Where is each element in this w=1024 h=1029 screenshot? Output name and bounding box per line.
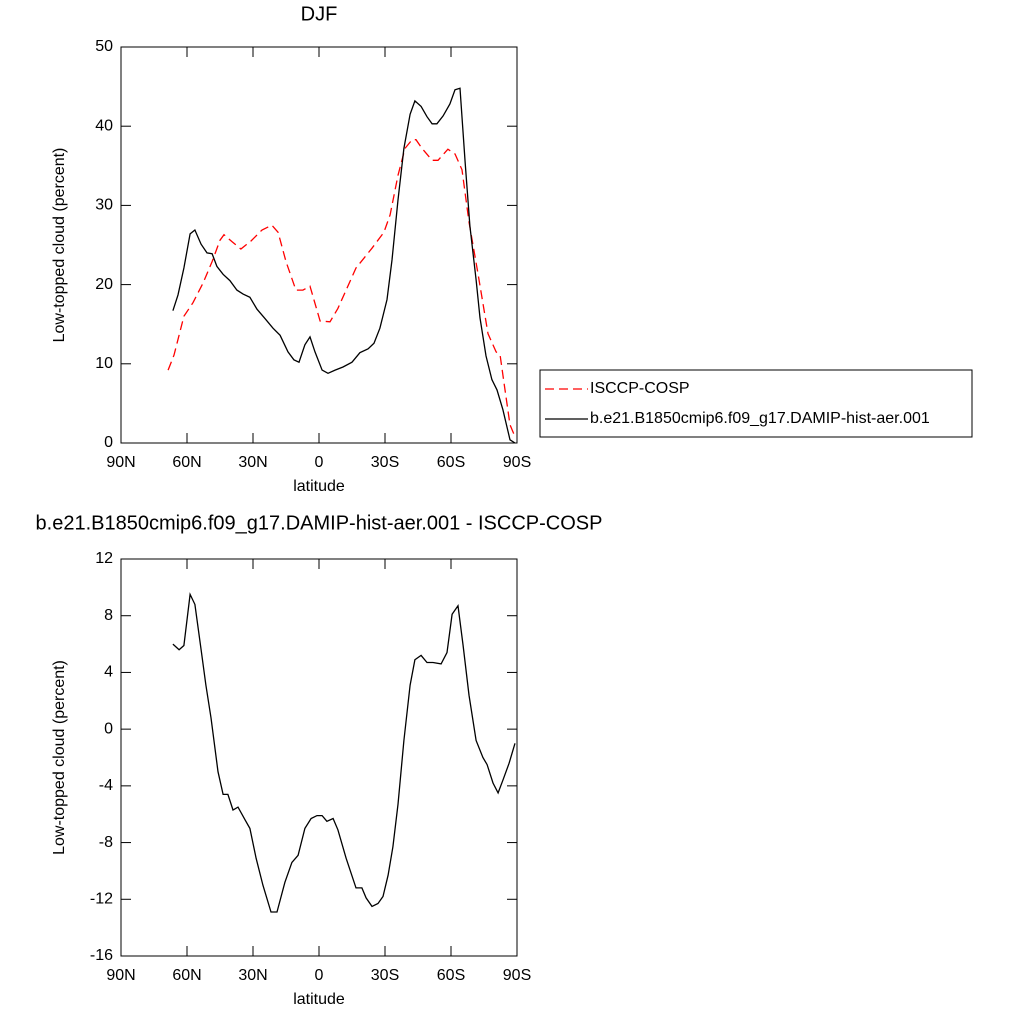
x-tick-label: 0: [315, 967, 324, 984]
x-tick-label: 90S: [503, 967, 531, 984]
x-tick-label: 60S: [437, 967, 465, 984]
data-line: [172, 87, 516, 444]
x-tick-label: 30S: [371, 454, 399, 471]
y-tick-label: 10: [95, 355, 113, 372]
y-tick-label: 8: [104, 607, 113, 624]
y-tick-label: -4: [99, 777, 113, 794]
x-tick-label: 60S: [437, 454, 465, 471]
x-tick-label: 90N: [106, 454, 135, 471]
y-tick-label: 0: [104, 720, 113, 737]
y-axis-label: Low-topped cloud (percent): [51, 660, 68, 855]
x-tick-label: 90S: [503, 454, 531, 471]
y-tick-label: -16: [90, 947, 113, 964]
y-tick-label: 40: [95, 117, 113, 134]
plot-frame: [120, 558, 518, 957]
y-tick-label: 20: [95, 276, 113, 293]
x-tick-label: 30S: [371, 967, 399, 984]
x-tick-label: 30N: [238, 454, 267, 471]
x-tick-label: 60N: [172, 454, 201, 471]
y-tick-label: -12: [90, 891, 113, 908]
y-tick-label: 4: [104, 664, 113, 681]
x-tick-label: 0: [315, 454, 324, 471]
y-tick-label: 12: [95, 550, 113, 567]
y-tick-label: 30: [95, 197, 113, 214]
legend-label: b.e21.B1850cmip6.f09_g17.DAMIP-hist-aer.…: [590, 410, 930, 427]
x-axis-label: latitude: [293, 991, 345, 1008]
y-tick-label: 50: [95, 38, 113, 55]
legend-box: [539, 369, 973, 438]
x-tick-label: 30N: [238, 967, 267, 984]
legend-label: ISCCP-COSP: [590, 380, 690, 397]
x-tick-label: 90N: [106, 967, 135, 984]
y-tick-label: 0: [104, 434, 113, 451]
chart-title: b.e21.B1850cmip6.f09_g17.DAMIP-hist-aer.…: [36, 512, 603, 534]
chart-title: DJF: [301, 3, 338, 25]
y-tick-label: -8: [99, 834, 113, 851]
x-tick-label: 60N: [172, 967, 201, 984]
y-axis-label: Low-topped cloud (percent): [51, 148, 68, 343]
data-line: [167, 139, 516, 437]
plot-frame: [120, 46, 518, 444]
x-axis-label: latitude: [293, 478, 345, 495]
data-line: [172, 592, 516, 913]
